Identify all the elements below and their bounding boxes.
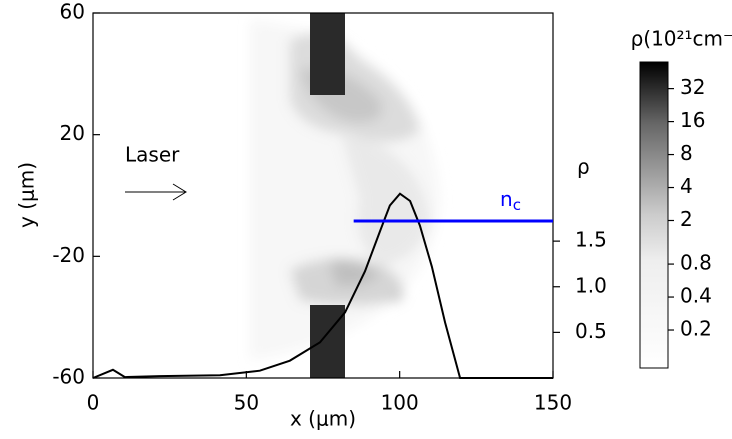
- threshold-label-main: n: [500, 187, 513, 211]
- colorbar-tick-label: 8: [680, 141, 693, 165]
- colorbar: [639, 61, 669, 369]
- threshold-label-sub: c: [513, 196, 521, 214]
- colorbar-tick-label: 0.4: [680, 284, 712, 308]
- lineout: [92, 192, 553, 379]
- y-tick-label: 20: [60, 121, 85, 145]
- colorbar-tick-label: 4: [680, 174, 693, 198]
- annotation: Laser: [125, 143, 180, 167]
- y2-tick-label: 0.5: [575, 319, 607, 343]
- y2-tick-label: 1.0: [575, 273, 607, 297]
- threshold-label: nc: [500, 187, 521, 214]
- laser-arrowhead: [172, 183, 187, 201]
- y-axis-label: y (μm): [15, 162, 39, 228]
- y-tick-label: 60: [60, 0, 85, 24]
- colorbar-tick-label: 32: [680, 75, 705, 99]
- plot-frame: [92, 12, 554, 379]
- colorbar-tick-label: 16: [680, 108, 705, 132]
- x-axis-label: x (μm): [290, 407, 356, 431]
- colorbar-label: ρ(10²¹cm⁻³): [631, 27, 732, 51]
- x-tick-label: 50: [234, 391, 259, 415]
- colorbar-tick-label: 0.2: [680, 317, 712, 341]
- x-tick-label: 0: [87, 391, 100, 415]
- y2-tick-label: 1.5: [575, 228, 607, 252]
- colorbar-tick-label: 2: [680, 207, 693, 231]
- y2-axis-label: ρ: [577, 155, 590, 179]
- density-map: [250, 13, 440, 378]
- y-tick-label: -60: [52, 365, 85, 389]
- x-tick-label: 100: [381, 391, 419, 415]
- y-tick-label: -20: [52, 243, 85, 267]
- x-tick-label: 150: [534, 391, 572, 415]
- colorbar-tick-label: 0.8: [680, 251, 712, 275]
